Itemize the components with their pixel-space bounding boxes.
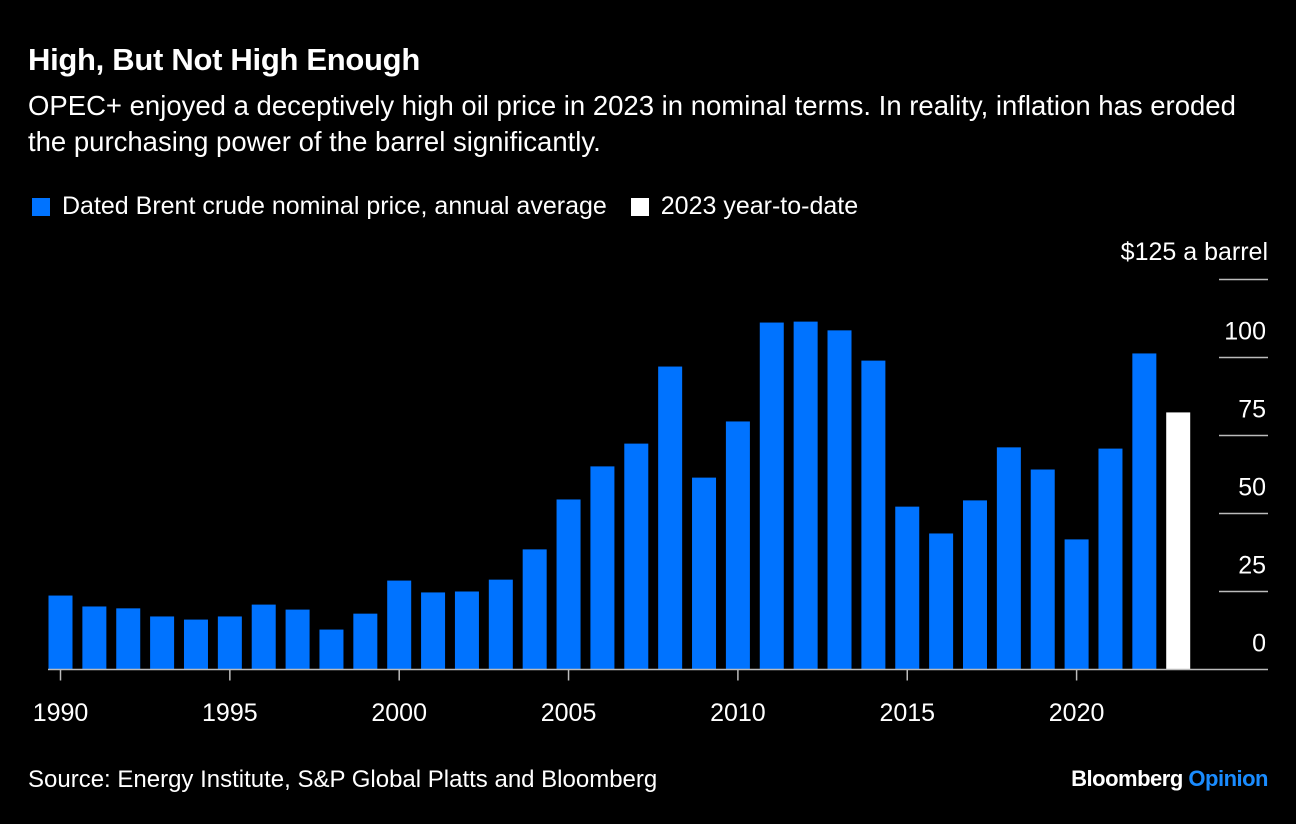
y-tick-label: 0: [1252, 630, 1266, 658]
bar-2011: [759, 322, 784, 670]
bar-2021: [1098, 448, 1123, 670]
bar-2017: [962, 500, 987, 670]
x-tick-label: 1990: [33, 699, 89, 727]
x-tick-label: 1995: [202, 699, 258, 727]
bar-2010: [725, 421, 750, 670]
bar-2003: [488, 579, 513, 670]
logo-brand: Bloomberg: [1071, 766, 1183, 791]
x-tick-label: 2020: [1049, 699, 1105, 727]
bar-2009: [692, 477, 717, 670]
bar-2005: [556, 499, 581, 670]
y-tick-label: 100: [1224, 318, 1266, 346]
bloomberg-opinion-logo: Bloomberg Opinion: [1071, 766, 1268, 792]
bar-2016: [929, 533, 954, 670]
source-note: Source: Energy Institute, S&P Global Pla…: [28, 766, 658, 793]
y-tick-label: 75: [1238, 396, 1266, 424]
logo-section: Opinion: [1188, 766, 1268, 791]
bar-2000: [387, 580, 412, 670]
bar-1996: [251, 604, 276, 670]
legend-item-ytd: 2023 year-to-date: [630, 192, 859, 221]
bar-1991: [82, 606, 107, 670]
bar-2019: [1030, 469, 1055, 670]
legend-swatch-ytd: [630, 197, 649, 216]
legend-label: 2023 year-to-date: [660, 192, 859, 220]
bar-1993: [150, 616, 175, 670]
legend-item-nominal: Dated Brent crude nominal price, annual …: [32, 192, 607, 221]
x-tick-label: 2010: [710, 699, 766, 727]
bar-2008: [658, 366, 683, 670]
x-tick-label: 2015: [879, 699, 935, 727]
bar-2001: [421, 592, 446, 670]
bar-1995: [217, 616, 242, 670]
bar-1999: [353, 613, 378, 670]
bar-2014: [861, 360, 886, 670]
bar-2006: [590, 466, 615, 670]
bar-1992: [116, 608, 141, 670]
legend-swatch-nominal: [32, 197, 50, 216]
y-axis-unit-label: $125 a barrel: [1120, 238, 1268, 266]
bar-2007: [624, 443, 649, 670]
chart-title: High, But Not High Enough: [28, 42, 420, 77]
legend-label: Dated Brent crude nominal price, annual …: [62, 192, 607, 220]
bar-2020: [1064, 539, 1089, 670]
bar-2022: [1132, 353, 1157, 670]
bar-2018: [996, 447, 1021, 670]
y-tick-label: 25: [1238, 552, 1266, 580]
legend: Dated Brent crude nominal price, annual …: [32, 192, 882, 221]
chart-subtitle: OPEC+ enjoyed a deceptively high oil pri…: [28, 90, 1236, 157]
bar-2015: [895, 506, 920, 670]
bar-2012: [793, 321, 818, 670]
y-tick-label: 50: [1238, 474, 1266, 502]
bar-2013: [827, 330, 852, 670]
x-tick-label: 2000: [371, 699, 427, 727]
bar-1990: [48, 595, 73, 670]
bar-1997: [285, 609, 310, 670]
bar-2023: [1166, 412, 1191, 670]
bar-1994: [183, 619, 208, 670]
bar-2002: [454, 591, 479, 670]
bar-1998: [319, 629, 344, 670]
x-tick-label: 2005: [541, 699, 597, 727]
bar-2004: [522, 549, 547, 670]
